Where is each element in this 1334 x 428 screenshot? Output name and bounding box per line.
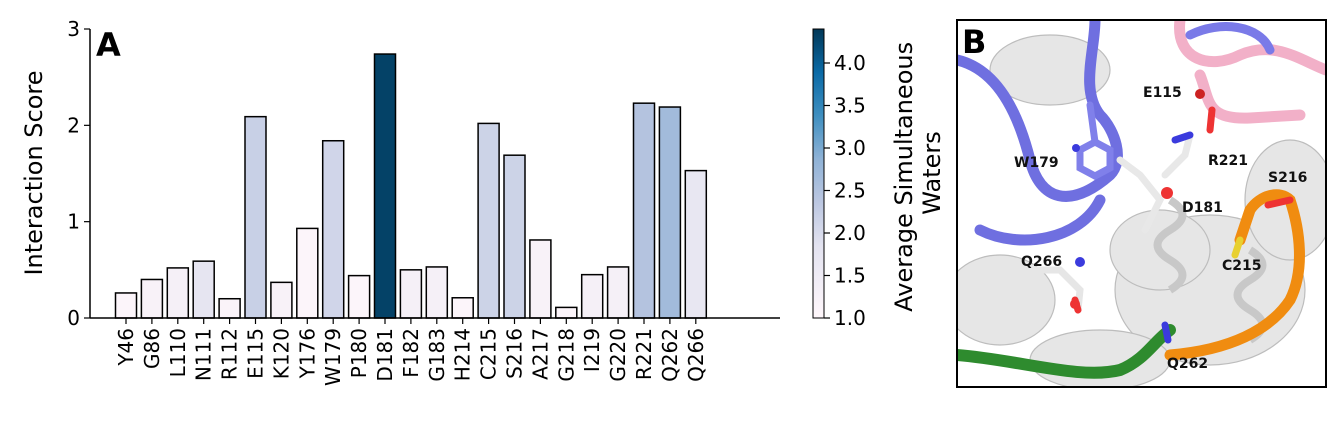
colorbar-tick-label: 4.0 (834, 51, 866, 75)
x-ticks-group: Y46 G86 L110 N111 R112 E115 K120 Y176 W179 P180 D1… (114, 318, 708, 386)
x-tick-label: A217 (528, 328, 552, 380)
bar-c215 (477, 122, 500, 319)
x-tick-label: Y176 (295, 328, 319, 379)
bar-r221 (632, 102, 656, 319)
colorbar-title-line-1: Average Simultaneous (890, 42, 918, 312)
bar-y46 (114, 292, 138, 319)
colorbar-ticks-group: 1.0 1.5 2.0 2.5 3.0 3.5 4.0 (824, 51, 866, 330)
bar-f182 (399, 269, 423, 319)
bar-h214 (451, 297, 474, 319)
orange-strand (1164, 189, 1305, 361)
bar-g218 (555, 306, 578, 319)
bar-i219 (580, 273, 604, 319)
x-tick-label: H214 (451, 328, 475, 381)
x-tick-label: D181 (373, 328, 397, 382)
bar-g183 (425, 266, 449, 319)
bars-group (114, 53, 708, 319)
colorbar-tick-label: 3.0 (834, 136, 866, 160)
label-w179: W179 (1014, 155, 1059, 171)
blue-loop-2 (974, 194, 1106, 246)
y-tick-label: 1 (67, 210, 80, 234)
x-tick-label: Q262 (658, 328, 682, 382)
colorbar-tick-label: 1.5 (834, 264, 866, 288)
x-tick-label: G220 (606, 328, 630, 382)
y-tick-label: 0 (67, 306, 80, 330)
x-tick-label: S216 (503, 328, 527, 379)
bar-r112 (218, 297, 241, 319)
x-tick-label: E115 (244, 328, 268, 379)
label-e115: E115 (1143, 85, 1182, 101)
x-tick-label: P180 (347, 328, 371, 378)
bar-q262 (658, 106, 682, 319)
bar-p180 (347, 274, 371, 319)
bar-n111 (192, 260, 215, 319)
x-tick-label: C215 (477, 328, 501, 380)
x-tick-label: W179 (321, 328, 345, 386)
x-tick-label: N111 (192, 328, 216, 381)
bar-g220 (606, 266, 630, 319)
label-q262: Q262 (1167, 356, 1208, 372)
colorbar-gradient (812, 28, 825, 319)
colorbar-title-line-2: Waters (918, 131, 946, 214)
label-q266: Q266 (1021, 254, 1062, 270)
y-tick-label: 2 (67, 113, 80, 137)
colorbar-tick-label: 1.0 (834, 306, 866, 330)
y-axis-title: Interaction Score (20, 70, 48, 275)
bar-k120 (270, 281, 293, 319)
colorbar-tick-label: 2.5 (834, 179, 866, 203)
label-c215: C215 (1222, 258, 1262, 274)
x-tick-label: R221 (632, 328, 656, 380)
pink-blue-knot (1185, 22, 1275, 55)
panel-letter-a: A (96, 26, 121, 64)
x-tick-label: Y46 (114, 328, 138, 367)
bar-q266 (684, 169, 708, 319)
label-r221: R221 (1208, 153, 1248, 169)
atoms (1070, 89, 1205, 309)
x-tick-label: F182 (399, 328, 423, 378)
bar-chart: A Y46 G86 L110 N111 R112 E115 K120 Y176 W179 P180… (20, 17, 780, 386)
bar-a217 (529, 239, 552, 319)
green-strand (957, 324, 1176, 379)
label-s216: S216 (1268, 170, 1307, 186)
colorbar-title: Average Simultaneous Waters (890, 34, 946, 311)
blue-loop (957, 20, 1123, 202)
x-tick-label: G183 (425, 328, 449, 382)
panel-letter-b: B (962, 23, 986, 61)
x-tick-label: R112 (218, 328, 242, 380)
colorbar: 1.0 1.5 2.0 2.5 3.0 3.5 4.0 Average Simultaneo… (812, 28, 946, 330)
bar-w179 (321, 139, 345, 319)
bar-s216 (503, 154, 526, 319)
x-tick-label: G86 (140, 328, 164, 369)
x-tick-label: G218 (554, 328, 578, 382)
x-tick-label: I219 (580, 328, 604, 372)
y-ticks-group: 0 1 2 3 (67, 17, 90, 330)
colorbar-tick-label: 3.5 (834, 94, 866, 118)
structure-panel: B E115 W179 R221 S216 D181 C215 Q266 Q26… (956, 19, 1327, 388)
bar-d181 (373, 53, 397, 319)
structure-frame (956, 19, 1327, 388)
bar-g86 (140, 278, 164, 319)
y-tick-label: 3 (67, 17, 80, 41)
x-tick-label: L110 (166, 328, 190, 377)
x-tick-label: K120 (269, 328, 293, 379)
bar-y176 (296, 227, 319, 319)
bar-l110 (166, 267, 190, 319)
bar-e115 (244, 115, 267, 319)
label-d181: D181 (1182, 200, 1223, 216)
colorbar-tick-label: 2.0 (834, 221, 866, 245)
x-tick-label: Q266 (684, 328, 708, 382)
